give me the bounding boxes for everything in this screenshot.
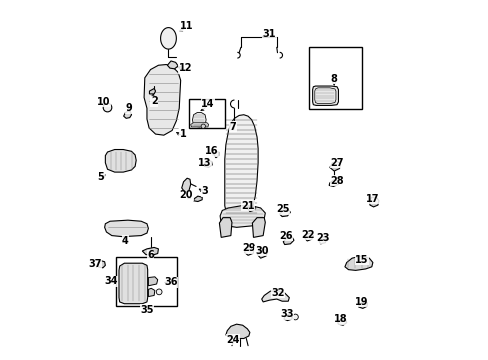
Text: 16: 16 [204, 146, 218, 156]
Circle shape [103, 103, 112, 112]
Polygon shape [304, 233, 313, 241]
Text: 22: 22 [301, 230, 314, 239]
Polygon shape [358, 302, 366, 309]
Text: 33: 33 [280, 310, 293, 319]
Circle shape [156, 289, 162, 295]
Text: 26: 26 [279, 231, 292, 240]
Polygon shape [148, 288, 155, 297]
Polygon shape [337, 319, 346, 325]
Polygon shape [329, 161, 340, 171]
Text: 34: 34 [104, 276, 118, 286]
Polygon shape [142, 247, 158, 255]
Text: 18: 18 [333, 314, 346, 324]
Polygon shape [344, 256, 372, 270]
Polygon shape [192, 113, 206, 127]
Text: 17: 17 [366, 194, 379, 204]
Polygon shape [214, 151, 218, 158]
Circle shape [201, 124, 205, 129]
Text: 36: 36 [164, 277, 177, 287]
Polygon shape [319, 237, 326, 244]
Text: 8: 8 [330, 74, 337, 84]
Polygon shape [123, 111, 131, 118]
Polygon shape [328, 180, 338, 186]
Text: 21: 21 [241, 201, 254, 211]
Text: 30: 30 [254, 246, 268, 256]
Polygon shape [283, 237, 293, 244]
Text: 24: 24 [226, 334, 239, 345]
Text: 32: 32 [270, 288, 284, 298]
Bar [188, 99, 224, 128]
Polygon shape [148, 277, 158, 286]
Polygon shape [97, 261, 105, 268]
Text: 27: 27 [329, 158, 343, 168]
Text: 12: 12 [178, 63, 192, 73]
Text: 23: 23 [315, 233, 329, 243]
Text: 10: 10 [97, 97, 110, 107]
Polygon shape [160, 28, 176, 49]
Text: 4: 4 [122, 236, 128, 246]
Text: 7: 7 [229, 122, 236, 132]
Polygon shape [119, 263, 147, 304]
Text: 9: 9 [125, 103, 132, 113]
Polygon shape [312, 86, 338, 105]
Polygon shape [167, 61, 178, 69]
Polygon shape [224, 115, 258, 217]
Text: 28: 28 [329, 176, 343, 186]
Polygon shape [257, 249, 267, 258]
Polygon shape [104, 220, 148, 237]
Bar [116, 257, 177, 306]
Text: 6: 6 [147, 250, 154, 260]
Circle shape [292, 314, 298, 320]
Polygon shape [279, 210, 290, 217]
Text: 31: 31 [263, 29, 276, 39]
Polygon shape [284, 315, 291, 320]
Text: 13: 13 [197, 158, 211, 168]
Polygon shape [144, 64, 180, 135]
Bar [308, 47, 362, 109]
Text: 37: 37 [88, 259, 102, 269]
Polygon shape [149, 89, 155, 94]
Text: 19: 19 [355, 297, 368, 307]
Polygon shape [261, 291, 289, 302]
Polygon shape [105, 149, 136, 172]
Polygon shape [219, 218, 231, 237]
Polygon shape [204, 160, 212, 167]
Polygon shape [247, 206, 255, 212]
Polygon shape [252, 218, 265, 237]
Text: 35: 35 [140, 305, 153, 315]
Text: 2: 2 [150, 96, 157, 106]
Polygon shape [368, 197, 378, 207]
Text: 25: 25 [276, 204, 289, 215]
Polygon shape [182, 178, 190, 192]
Text: 20: 20 [179, 190, 193, 200]
Text: 3: 3 [201, 186, 208, 197]
Text: 1: 1 [179, 129, 186, 139]
Polygon shape [220, 206, 265, 227]
Polygon shape [225, 324, 249, 338]
Text: 15: 15 [355, 255, 368, 265]
Text: 11: 11 [179, 21, 193, 31]
Text: 29: 29 [242, 243, 255, 253]
Text: 14: 14 [201, 99, 214, 109]
Polygon shape [190, 123, 208, 127]
Text: 5: 5 [98, 172, 104, 182]
Polygon shape [193, 196, 202, 202]
Polygon shape [244, 246, 254, 255]
